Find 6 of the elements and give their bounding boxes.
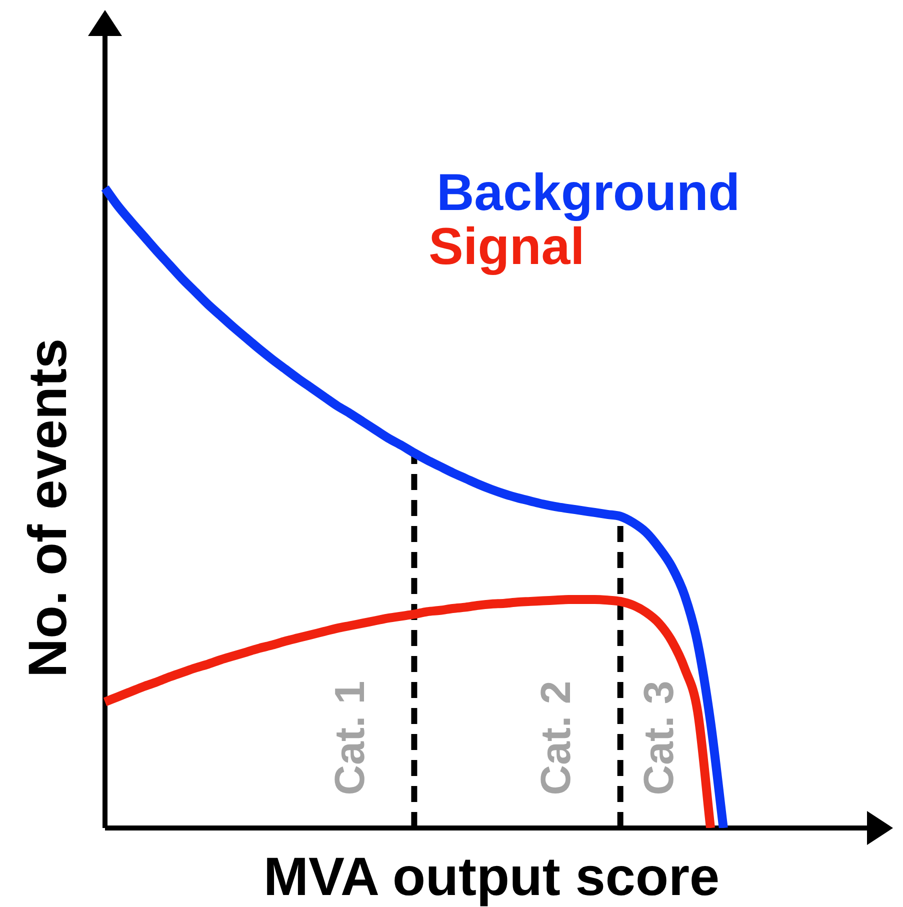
annotation: Cat. 2 [532,680,579,796]
annotation: Cat. 1 [326,680,373,796]
y-axis-title: No. of events [17,338,79,678]
text: Background [436,164,740,222]
x-axis-title: MVA output score [262,846,720,907]
annotation: Cat. 3 [634,680,682,796]
